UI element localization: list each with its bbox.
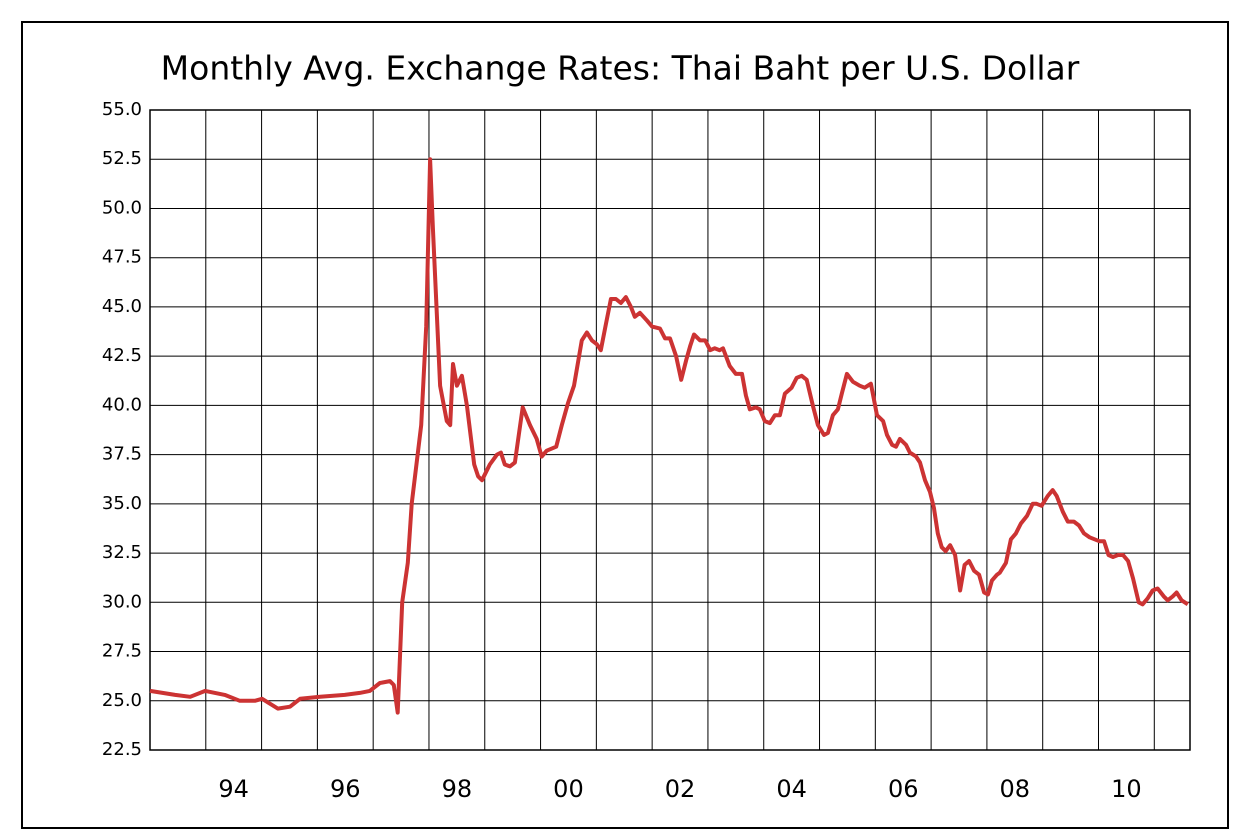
chart-title: Monthly Avg. Exchange Rates: Thai Baht p… (161, 49, 1080, 88)
y-tick-label: 47.5 (102, 247, 142, 268)
y-tick-label: 55.0 (102, 99, 142, 120)
y-tick-label: 42.5 (102, 345, 142, 366)
line (149, 157, 1189, 715)
y-tick-label: 25.0 (102, 690, 142, 711)
y-tick-label: 40.0 (102, 394, 142, 415)
x-tick-label: 08 (1000, 775, 1031, 803)
x-tick-label: 00 (553, 775, 584, 803)
y-tick-label: 52.5 (102, 148, 142, 169)
y-tick-label: 35.0 (102, 493, 142, 514)
plot-area (149, 109, 1191, 751)
y-tick-label: 30.0 (102, 591, 142, 612)
x-tick-label: 96 (330, 775, 361, 803)
x-tick-label: 10 (1111, 775, 1142, 803)
frame (21, 21, 1229, 829)
x-tick-label: 02 (665, 775, 696, 803)
x-tick-label: 98 (442, 775, 473, 803)
y-tick-label: 22.5 (102, 739, 142, 760)
x-tick-label: 04 (776, 775, 807, 803)
y-tick-label: 27.5 (102, 641, 142, 662)
y-tick-label: 32.5 (102, 542, 142, 563)
y-tick-label: 37.5 (102, 444, 142, 465)
x-tick-label: 94 (218, 775, 249, 803)
y-tick-label: 45.0 (102, 296, 142, 317)
x-tick-label: 06 (888, 775, 919, 803)
y-tick-label: 50.0 (102, 197, 142, 218)
